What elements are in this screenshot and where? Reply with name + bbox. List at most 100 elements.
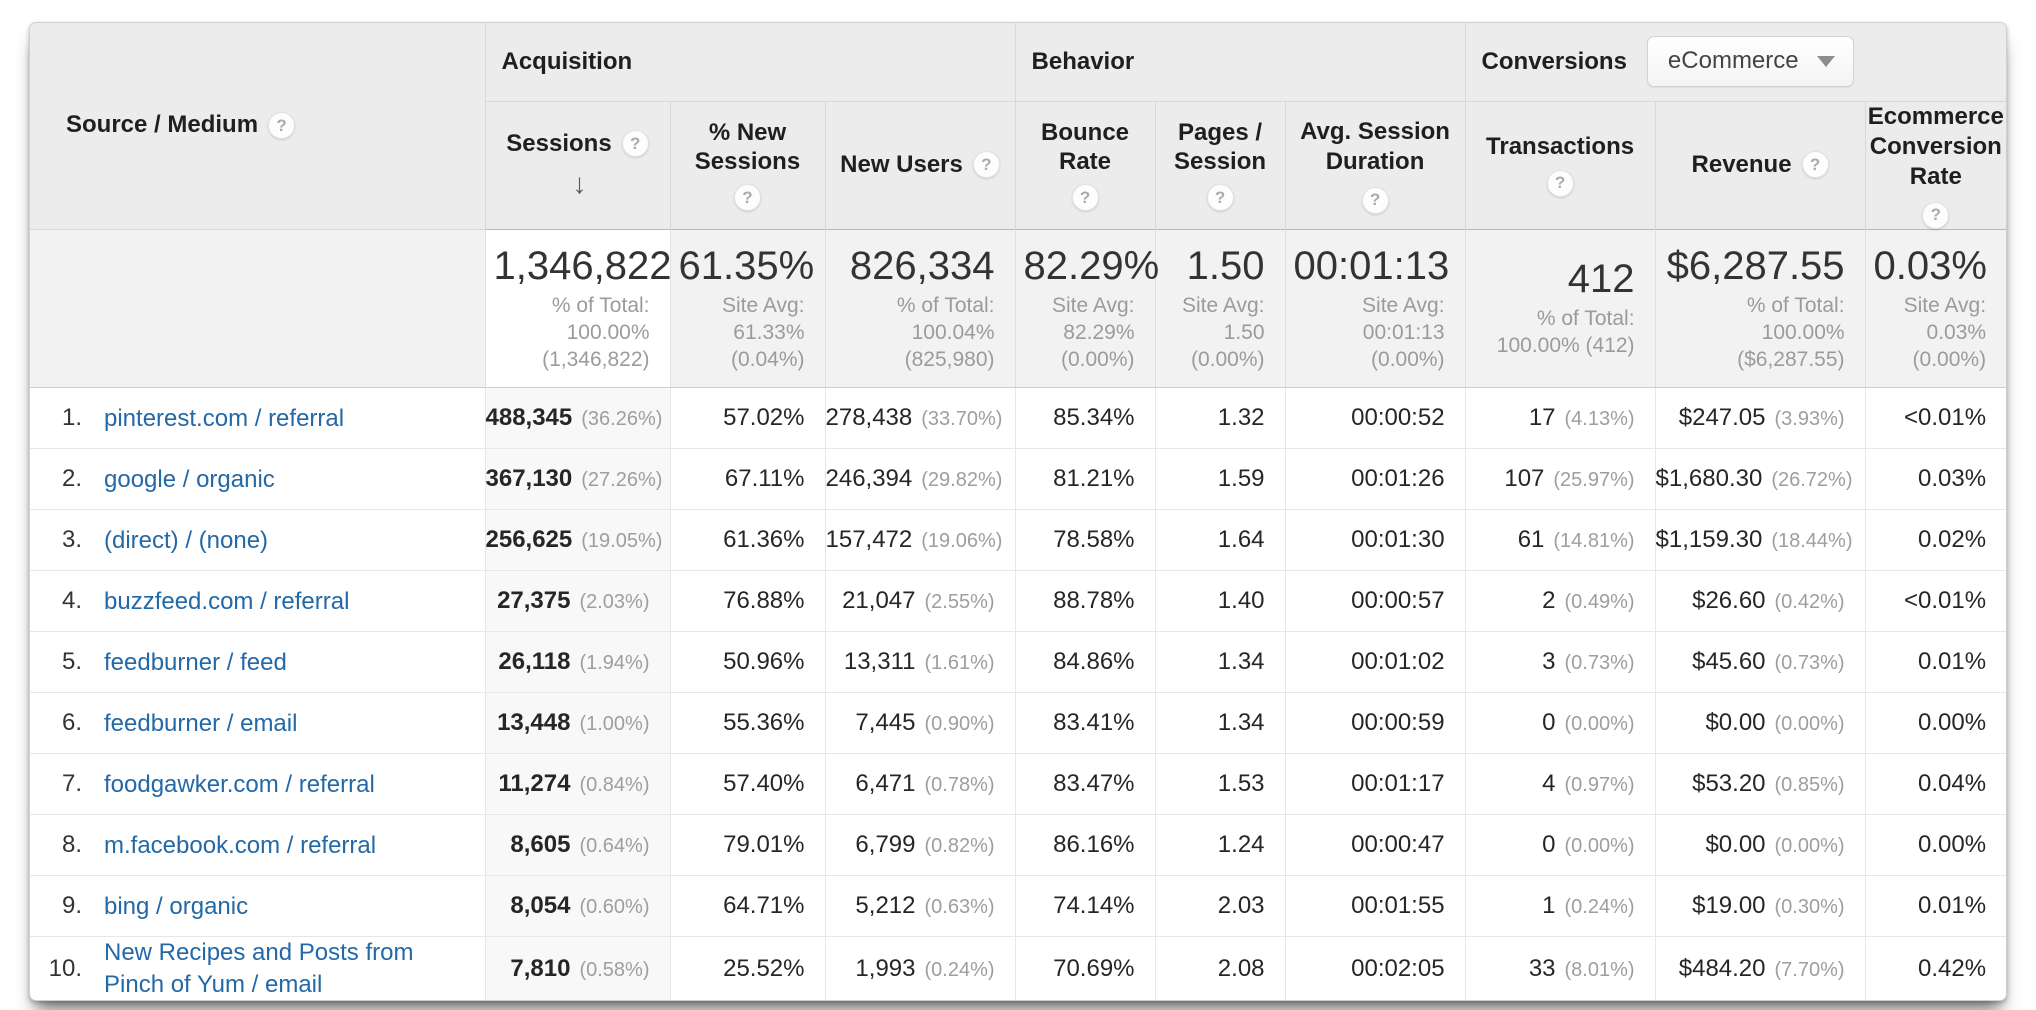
pages-session-cell: 1.34 — [1154, 692, 1286, 755]
group-header-behavior: Behavior — [1014, 23, 1466, 102]
source-medium-link[interactable]: feedburner / feed — [104, 648, 287, 676]
ecommerce-conversion-rate-cell: 0.03% — [1864, 448, 2006, 511]
source-medium-link[interactable]: feedburner / email — [104, 709, 298, 737]
ecommerce-conversion-rate-cell: 0.00% — [1864, 814, 2006, 877]
pages-session-cell: 1.34 — [1154, 631, 1286, 694]
new-users-cell: 246,394 (29.82%) — [824, 448, 1016, 511]
conversions-goal-dropdown[interactable]: eCommerce — [1646, 36, 1854, 88]
column-header-bounce-rate[interactable]: Bounce Rate ? — [1014, 101, 1156, 229]
totals-sessions: 1,346,822 % of Total: 100.00% (1,346,822… — [484, 229, 671, 389]
source-medium-link[interactable]: (direct) / (none) — [104, 526, 269, 554]
totals-new-users: 826,334 % of Total: 100.04% (825,980) — [824, 229, 1016, 389]
source-medium-link[interactable]: google / organic — [104, 465, 275, 493]
table-row: 9. bing / organic 8,054 (0.60%) 64.71% 5,… — [30, 875, 2006, 938]
avg-session-duration-cell: 00:01:26 — [1284, 448, 1466, 511]
column-header-ecommerce-conversion-rate[interactable]: Ecommerce Conversion Rate ? — [1864, 101, 2006, 229]
avg-session-duration-cell: 00:01:30 — [1284, 509, 1466, 572]
ecommerce-conversion-rate-cell: 0.42% — [1864, 936, 2006, 1000]
new-users-cell: 6,471 (0.78%) — [824, 753, 1016, 816]
avg-session-duration-cell: 00:00:57 — [1284, 570, 1466, 633]
table-row: 1. pinterest.com / referral 488,345 (36.2… — [30, 387, 2006, 450]
sessions-cell: 8,605 (0.64%) — [484, 814, 670, 877]
transactions-cell: 3 (0.73%) — [1464, 631, 1656, 694]
source-medium-cell: 9. bing / organic — [30, 875, 485, 938]
help-icon[interactable]: ? — [1922, 201, 1950, 229]
transactions-cell: 1 (0.24%) — [1464, 875, 1656, 938]
sessions-cell: 11,274 (0.84%) — [484, 753, 670, 816]
source-medium-header-label: Source / Medium — [66, 111, 259, 139]
transactions-cell: 107 (25.97%) — [1464, 448, 1656, 511]
help-icon[interactable]: ? — [734, 184, 761, 212]
source-medium-cell: 2. google / organic — [30, 448, 485, 511]
caret-down-icon — [1816, 55, 1835, 67]
help-icon[interactable]: ? — [1206, 184, 1234, 212]
help-icon[interactable]: ? — [1071, 184, 1099, 212]
revenue-cell: $0.00 (0.00%) — [1654, 814, 1866, 877]
row-index: 6. — [61, 709, 82, 737]
table-row: 4. buzzfeed.com / referral 27,375 (2.03%)… — [30, 570, 2006, 633]
source-medium-table: Source / Medium ? Acquisition Behavior C… — [30, 23, 2006, 1000]
sessions-cell: 26,118 (1.94%) — [484, 631, 670, 694]
conversions-dropdown-value: eCommerce — [1667, 47, 1799, 75]
sessions-cell: 27,375 (2.03%) — [484, 570, 670, 633]
revenue-cell: $26.60 (0.42%) — [1654, 570, 1866, 633]
column-header-pages-session[interactable]: Pages / Session ? — [1154, 101, 1286, 229]
new-users-cell: 13,311 (1.61%) — [824, 631, 1016, 694]
column-header-new-users[interactable]: New Users ? — [824, 101, 1016, 229]
source-medium-cell: 4. buzzfeed.com / referral — [30, 570, 485, 633]
revenue-cell: $484.20 (7.70%) — [1654, 936, 1866, 1000]
acquisition-group-label: Acquisition — [501, 47, 633, 75]
column-header-source-medium[interactable]: Source / Medium ? — [30, 23, 486, 230]
totals-transactions: 412 % of Total: 100.00% (412) — [1464, 229, 1656, 389]
source-medium-link[interactable]: bing / organic — [104, 892, 249, 920]
new-users-cell: 7,445 (0.90%) — [824, 692, 1016, 755]
source-medium-link[interactable]: New Recipes and Posts from Pinch of Yum … — [104, 939, 414, 998]
new-users-cell: 278,438 (33.70%) — [824, 387, 1016, 450]
ecommerce-conversion-rate-cell: 0.02% — [1864, 509, 2006, 572]
column-header-transactions[interactable]: Transactions ? — [1464, 101, 1656, 229]
column-header-revenue[interactable]: Revenue ? — [1654, 101, 1866, 229]
avg-session-duration-cell: 00:01:02 — [1284, 631, 1466, 694]
sessions-cell: 8,054 (0.60%) — [484, 875, 670, 938]
table-row: 8. m.facebook.com / referral 8,605 (0.64%… — [30, 814, 2006, 877]
revenue-cell: $1,680.30 (26.72%) — [1654, 448, 1866, 511]
source-medium-link[interactable]: foodgawker.com / referral — [104, 770, 375, 798]
table-row: 5. feedburner / feed 26,118 (1.94%) 50.96… — [30, 631, 2006, 694]
source-medium-cell: 7. foodgawker.com / referral — [30, 753, 485, 816]
bounce-rate-cell: 83.47% — [1014, 753, 1156, 816]
help-icon[interactable]: ? — [1801, 151, 1829, 179]
avg-session-duration-cell: 00:00:59 — [1284, 692, 1466, 755]
transactions-cell: 2 (0.49%) — [1464, 570, 1656, 633]
avg-session-duration-cell: 00:02:05 — [1284, 936, 1466, 1000]
pages-session-cell: 1.24 — [1154, 814, 1286, 877]
help-icon[interactable]: ? — [1546, 169, 1574, 197]
pages-session-cell: 2.08 — [1154, 936, 1286, 1000]
ecommerce-conversion-rate-cell: 0.04% — [1864, 753, 2006, 816]
source-medium-cell: 10. New Recipes and Posts from Pinch of … — [30, 937, 485, 1000]
revenue-cell: $0.00 (0.00%) — [1654, 692, 1866, 755]
bounce-rate-cell: 85.34% — [1014, 387, 1156, 450]
sessions-cell: 7,810 (0.58%) — [484, 936, 670, 1000]
source-medium-link[interactable]: m.facebook.com / referral — [104, 831, 377, 859]
source-medium-link[interactable]: pinterest.com / referral — [104, 404, 345, 432]
transactions-cell: 61 (14.81%) — [1464, 509, 1656, 572]
bounce-rate-cell: 84.86% — [1014, 631, 1156, 694]
help-icon[interactable]: ? — [268, 112, 296, 140]
column-header-sessions[interactable]: Sessions ? ↓ — [485, 101, 670, 229]
revenue-cell: $19.00 (0.30%) — [1654, 875, 1866, 938]
new-users-cell: 5,212 (0.63%) — [824, 875, 1016, 938]
help-icon[interactable]: ? — [621, 130, 649, 158]
behavior-group-label: Behavior — [1031, 47, 1135, 75]
totals-avg-session-duration: 00:01:13 Site Avg: 00:01:13 (0.00%) — [1284, 229, 1466, 389]
totals-new-sessions: 61.35% Site Avg: 61.33% (0.04%) — [669, 229, 825, 389]
avg-session-duration-cell: 00:01:17 — [1284, 753, 1466, 816]
totals-ecommerce-conversion-rate: 0.03% Site Avg: 0.03% (0.00%) — [1864, 229, 2006, 389]
new-sessions-cell: 25.52% — [669, 936, 825, 1000]
source-medium-link[interactable]: buzzfeed.com / referral — [104, 587, 350, 615]
column-header-avg-session-duration[interactable]: Avg. Session Duration ? — [1284, 101, 1466, 229]
sessions-cell: 488,345 (36.26%) — [484, 387, 670, 450]
sessions-cell: 367,130 (27.26%) — [484, 448, 670, 511]
help-icon[interactable]: ? — [1361, 186, 1389, 214]
help-icon[interactable]: ? — [972, 151, 1000, 179]
column-header-new-sessions[interactable]: % New Sessions ? — [669, 101, 825, 229]
